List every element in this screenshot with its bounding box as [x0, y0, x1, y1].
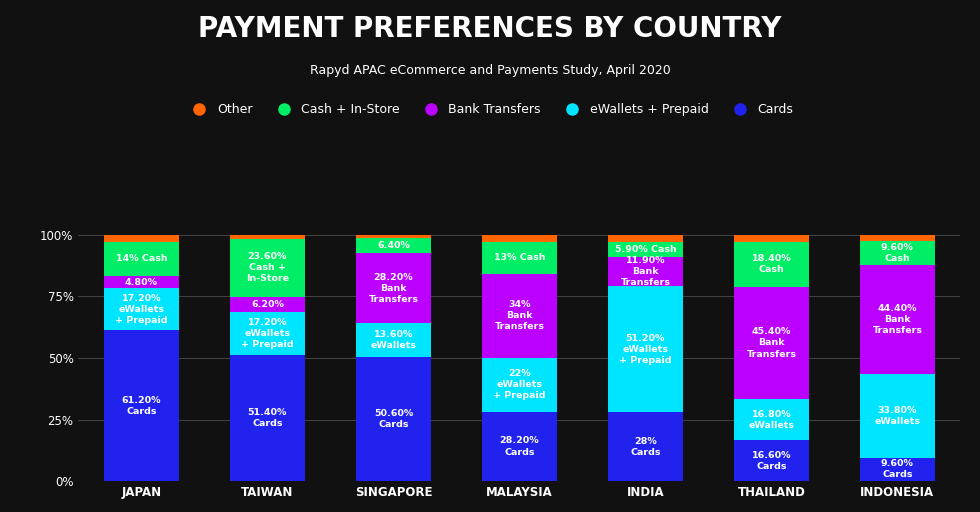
Bar — [356, 238, 431, 253]
Bar — [859, 241, 935, 265]
Bar — [481, 235, 558, 242]
Bar — [608, 242, 683, 257]
Bar — [859, 458, 935, 481]
Bar — [608, 412, 683, 481]
Bar — [229, 235, 305, 239]
Text: 18.40%
Cash: 18.40% Cash — [752, 254, 791, 274]
Text: Rapyd APAC eCommerce and Payments Study, April 2020: Rapyd APAC eCommerce and Payments Study,… — [310, 64, 670, 77]
Bar — [229, 355, 305, 481]
Bar — [734, 242, 809, 287]
Bar — [608, 257, 683, 286]
Text: 6.20%: 6.20% — [251, 300, 284, 309]
Text: 45.40%
Bank
Transfers: 45.40% Bank Transfers — [747, 327, 797, 358]
Bar — [481, 412, 558, 481]
Bar — [356, 235, 431, 238]
Text: 16.60%
Cards: 16.60% Cards — [752, 451, 791, 471]
Bar — [481, 274, 558, 357]
Text: 16.80%
eWallets: 16.80% eWallets — [749, 410, 795, 430]
Text: 9.60%
Cards: 9.60% Cards — [881, 459, 913, 480]
Bar — [734, 287, 809, 399]
Legend: Other, Cash + In-Store, Bank Transfers, eWallets + Prepaid, Cards: Other, Cash + In-Store, Bank Transfers, … — [182, 98, 798, 121]
Text: 6.40%: 6.40% — [377, 241, 410, 250]
Bar — [104, 276, 179, 288]
Bar — [859, 265, 935, 374]
Bar — [229, 297, 305, 312]
Bar — [734, 440, 809, 481]
Text: 33.80%
eWallets: 33.80% eWallets — [874, 406, 920, 426]
Bar — [229, 312, 305, 355]
Bar — [356, 323, 431, 356]
Text: 61.20%
Cards: 61.20% Cards — [122, 396, 161, 416]
Bar — [859, 235, 935, 241]
Text: 4.80%: 4.80% — [124, 278, 158, 287]
Bar — [608, 235, 683, 242]
Text: 17.20%
eWallets
+ Prepaid: 17.20% eWallets + Prepaid — [116, 293, 168, 325]
Text: PAYMENT PREFERENCES BY COUNTRY: PAYMENT PREFERENCES BY COUNTRY — [198, 15, 782, 44]
Bar — [104, 330, 179, 481]
Bar — [481, 242, 558, 274]
Text: 28%
Cards: 28% Cards — [630, 437, 661, 457]
Bar — [481, 357, 558, 412]
Text: 13.60%
eWallets: 13.60% eWallets — [370, 330, 416, 350]
Bar — [356, 356, 431, 481]
Text: 28.20%
Bank
Transfers: 28.20% Bank Transfers — [368, 273, 418, 304]
Text: 51.40%
Cards: 51.40% Cards — [248, 408, 287, 428]
Text: 44.40%
Bank
Transfers: 44.40% Bank Transfers — [872, 304, 922, 335]
Bar — [104, 242, 179, 276]
Bar — [608, 286, 683, 412]
Text: 14% Cash: 14% Cash — [116, 254, 168, 263]
Text: 5.90% Cash: 5.90% Cash — [614, 245, 676, 254]
Bar — [104, 235, 179, 242]
Text: 11.90%
Bank
Transfers: 11.90% Bank Transfers — [620, 256, 670, 287]
Bar — [356, 253, 431, 323]
Text: 50.60%
Cards: 50.60% Cards — [373, 409, 413, 429]
Bar — [229, 239, 305, 297]
Text: 51.20%
eWallets
+ Prepaid: 51.20% eWallets + Prepaid — [619, 333, 671, 365]
Text: 9.60%
Cash: 9.60% Cash — [881, 243, 913, 263]
Bar — [859, 374, 935, 458]
Bar — [734, 399, 809, 440]
Text: 22%
eWallets
+ Prepaid: 22% eWallets + Prepaid — [493, 369, 546, 400]
Text: 17.20%
eWallets
+ Prepaid: 17.20% eWallets + Prepaid — [241, 318, 294, 349]
Text: 34%
Bank
Transfers: 34% Bank Transfers — [494, 300, 545, 331]
Text: 28.20%
Cards: 28.20% Cards — [500, 436, 539, 457]
Text: 23.60%
Cash +
In-Store: 23.60% Cash + In-Store — [246, 252, 289, 284]
Bar — [734, 235, 809, 242]
Bar — [104, 288, 179, 330]
Text: 13% Cash: 13% Cash — [494, 253, 545, 262]
